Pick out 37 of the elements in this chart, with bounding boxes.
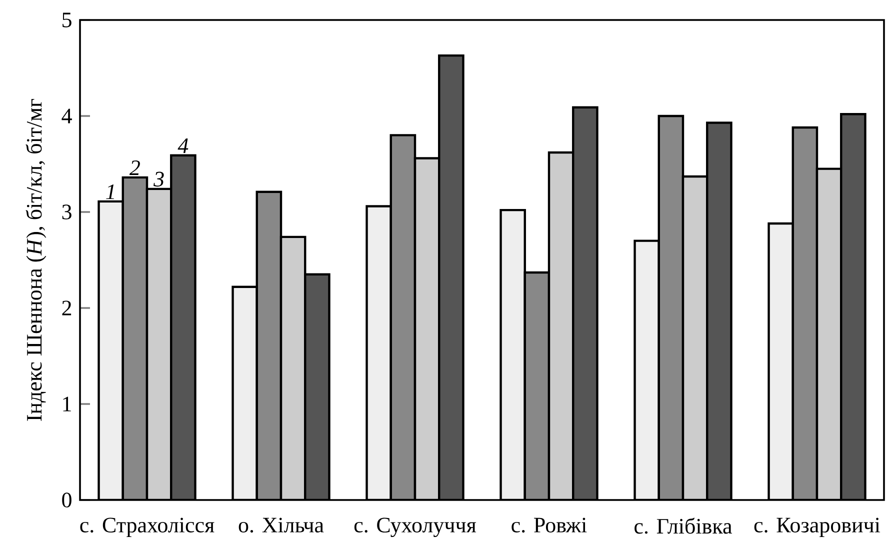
bar xyxy=(658,116,683,500)
bar xyxy=(98,201,123,500)
bar xyxy=(634,240,659,500)
bar xyxy=(390,135,415,500)
bar xyxy=(549,152,574,500)
bar xyxy=(305,274,330,500)
x-tick-label: с. Ровжі xyxy=(512,518,587,533)
x-tick-label: с. Козаровичі xyxy=(754,518,880,537)
bar xyxy=(573,107,598,500)
series-label: 3 xyxy=(154,172,164,187)
series-label: 4 xyxy=(178,138,188,153)
bar xyxy=(122,177,148,500)
y-tick-label: 3 xyxy=(62,204,72,220)
bar xyxy=(707,122,732,500)
series-label: 1 xyxy=(106,184,114,200)
bar xyxy=(683,176,708,500)
y-axis-title: Індекс Шеннона (H), біт/кл, біт/мг xyxy=(26,98,46,421)
y-tick-label: 2 xyxy=(62,300,72,316)
bar xyxy=(256,192,282,500)
bar xyxy=(171,155,196,500)
series-label: 2 xyxy=(129,160,140,176)
y-tick-label: 4 xyxy=(62,108,72,124)
bar xyxy=(232,286,257,500)
x-tick-label: с. Глібівка xyxy=(634,518,732,534)
x-tick-label: с. Страхолісся xyxy=(80,518,214,537)
y-tick-label: 1 xyxy=(63,396,71,412)
y-tick-label: 5 xyxy=(62,12,72,28)
bar xyxy=(439,56,464,500)
y-tick-label: 0 xyxy=(62,492,72,508)
bar xyxy=(524,272,549,500)
bar xyxy=(415,158,440,500)
bar xyxy=(500,210,525,500)
bar xyxy=(366,206,391,500)
bar xyxy=(281,236,306,500)
x-tick-label: с. Сухолуччя xyxy=(354,518,476,538)
bar xyxy=(147,188,172,500)
x-tick-label: о. Хільча xyxy=(238,518,324,533)
